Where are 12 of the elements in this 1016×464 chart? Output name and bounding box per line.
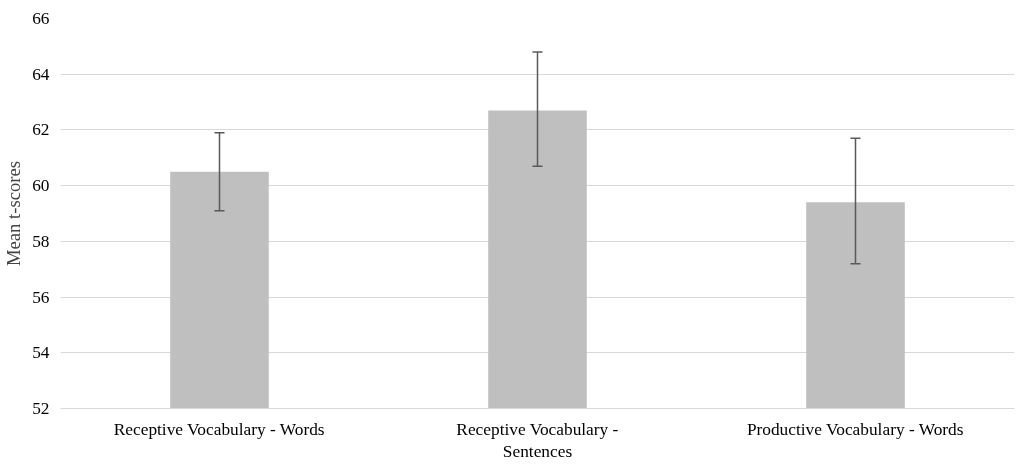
y-tick-label: 66 bbox=[32, 9, 50, 28]
y-axis-title: Mean t-scores bbox=[3, 160, 25, 267]
y-tick-label: 56 bbox=[32, 287, 50, 307]
x-tick-label: Receptive Vocabulary - Sentences bbox=[456, 419, 619, 462]
y-tick-label: 64 bbox=[32, 64, 50, 84]
y-tick-label: 62 bbox=[32, 120, 50, 140]
x-tick-label: Receptive Vocabulary - Words bbox=[113, 419, 325, 439]
y-tick-label: 58 bbox=[32, 231, 50, 251]
x-tick-label: Productive Vocabulary - Words bbox=[746, 419, 964, 439]
y-tick-label: 54 bbox=[32, 343, 50, 363]
y-tick-label: 52 bbox=[32, 399, 50, 418]
y-tick-label: 60 bbox=[32, 176, 50, 196]
